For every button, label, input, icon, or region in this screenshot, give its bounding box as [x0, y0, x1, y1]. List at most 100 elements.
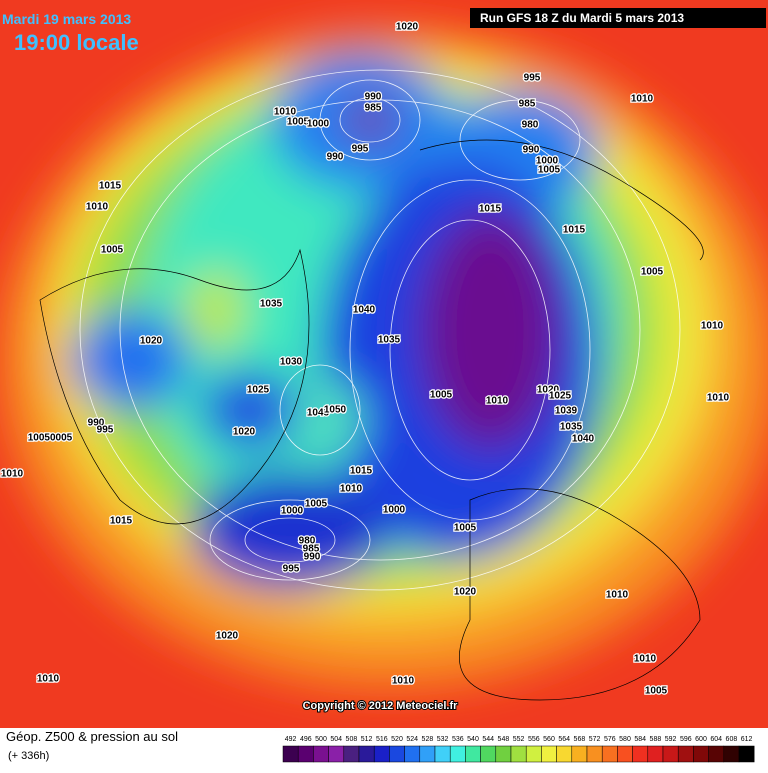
isobar-label: 1035 [560, 422, 583, 433]
isobar-label: 1005 [305, 499, 328, 510]
isobar-label: 990 [304, 552, 321, 563]
legend-label: 520 [391, 736, 403, 743]
isobar-label: 1020 [454, 587, 477, 598]
legend-swatch [647, 745, 664, 763]
legend-swatch [525, 745, 542, 763]
legend-swatch [297, 745, 314, 763]
legend-swatch [617, 745, 633, 763]
legend-swatch [723, 745, 740, 763]
legend-label: 528 [422, 736, 434, 743]
isobar-label: 1040 [572, 434, 595, 445]
isobar-label: 1005 [641, 267, 664, 278]
legend-label: 540 [467, 736, 479, 743]
isobar-label: 1020 [216, 631, 239, 642]
legend: 492 496 500 504 508 512 516 520 524 528 532 536 540 5… [282, 736, 755, 763]
legend-label: 588 [650, 736, 662, 743]
footer-title: Géop. Z500 & pression au sol [6, 729, 178, 744]
legend-swatch [571, 745, 588, 763]
legend-swatch [434, 745, 451, 763]
isobar-label: 1015 [110, 516, 133, 527]
isobar-label: 995 [283, 564, 300, 575]
isobar-label: 1015 [350, 466, 373, 477]
isobar-label: 1010 [634, 654, 657, 665]
isobar-label: 1005 [645, 686, 668, 697]
isobar-label: 1010 [274, 107, 297, 118]
isobar-label: 1030 [280, 357, 303, 368]
isobar-label: 980 [522, 120, 539, 131]
legend-swatch [328, 745, 345, 763]
isobar-label: 1005 [454, 523, 477, 534]
isobar-label: 1020 [396, 22, 419, 33]
legend-label: 552 [513, 736, 525, 743]
isobar-label: 990 [523, 145, 540, 156]
legend-label: 600 [695, 736, 707, 743]
legend-label: 580 [619, 736, 631, 743]
isobar-label: 1015 [99, 181, 122, 192]
isobar-label: 990 [327, 152, 344, 163]
isobar-label: 1010 [707, 393, 730, 404]
run: Run GFS 18 Z du Mardi 5 mars 2013 [480, 11, 684, 25]
legend-swatch [313, 745, 329, 763]
isobar-label: 1015 [479, 204, 502, 215]
copyright: Copyright © 2012 Meteociel.fr [303, 700, 459, 712]
isobar-label: 1005 [430, 390, 453, 401]
legend-label: 532 [437, 736, 449, 743]
isobar-label: 1015 [563, 225, 586, 236]
legend-swatch [708, 745, 725, 763]
legend-label: 500 [315, 736, 327, 743]
time: 19:00 locale [14, 30, 139, 55]
legend-label: 536 [452, 736, 464, 743]
isobar-label: 1010 [701, 321, 724, 332]
isobar-label: 1025 [247, 385, 270, 396]
legend-label: 516 [376, 736, 388, 743]
isobar-label: 985 [303, 544, 320, 555]
isobar-label: 1005 [101, 245, 124, 256]
isobar-label: 980 [299, 536, 316, 547]
legend-swatch [632, 745, 649, 763]
isobar-label: 1020 [537, 385, 560, 396]
legend-label: 568 [574, 736, 586, 743]
legend-swatch [282, 745, 299, 763]
legend-swatch [586, 745, 603, 763]
legend-swatch [449, 745, 466, 763]
legend-swatch [373, 745, 390, 763]
legend-swatch [510, 745, 527, 763]
isobar-label: 1020 [140, 336, 163, 347]
isobar-label: 1035 [260, 299, 283, 310]
legend-swatch [541, 745, 557, 763]
legend-label: 560 [543, 736, 555, 743]
legend-label: 612 [741, 736, 753, 743]
legend-swatch [738, 745, 755, 763]
isobar-label: 990 [88, 418, 105, 429]
map: Mardi 19 mars 2013 19:00 locale Run GFS … [0, 0, 768, 728]
legend-label: 504 [330, 736, 342, 743]
isobar-label: 995 [97, 425, 114, 436]
legend-label: 564 [558, 736, 570, 743]
isobar-label: 1005 [287, 117, 310, 128]
isobar-label: 1010 [606, 590, 629, 601]
legend-swatch [358, 745, 375, 763]
legend-swatch [693, 745, 709, 763]
legend-label: 608 [726, 736, 738, 743]
legend-label: 592 [665, 736, 677, 743]
legend-label: 492 [285, 736, 297, 743]
isobar-label: 1035 [378, 335, 401, 346]
legend-swatch [465, 745, 481, 763]
legend-label: 508 [346, 736, 358, 743]
legend-label: 596 [680, 736, 692, 743]
isobar-label: 1050 [324, 405, 347, 416]
isobar-label: 1039 [555, 406, 578, 417]
legend-label: 524 [406, 736, 418, 743]
legend-label: 544 [482, 736, 494, 743]
legend-label: 512 [361, 736, 373, 743]
isobar-label: 1010 [86, 202, 109, 213]
isobar-label: 1040 [353, 305, 376, 316]
isobar-label: 10050005 [28, 433, 73, 444]
isobar-label: 1000 [307, 119, 330, 130]
legend-swatch [495, 745, 512, 763]
legend-label: 556 [528, 736, 540, 743]
isobar-label: 1010 [37, 674, 60, 685]
isobar-label: 985 [365, 103, 382, 114]
isobar-label: 995 [352, 144, 369, 155]
legend-swatch [343, 745, 360, 763]
